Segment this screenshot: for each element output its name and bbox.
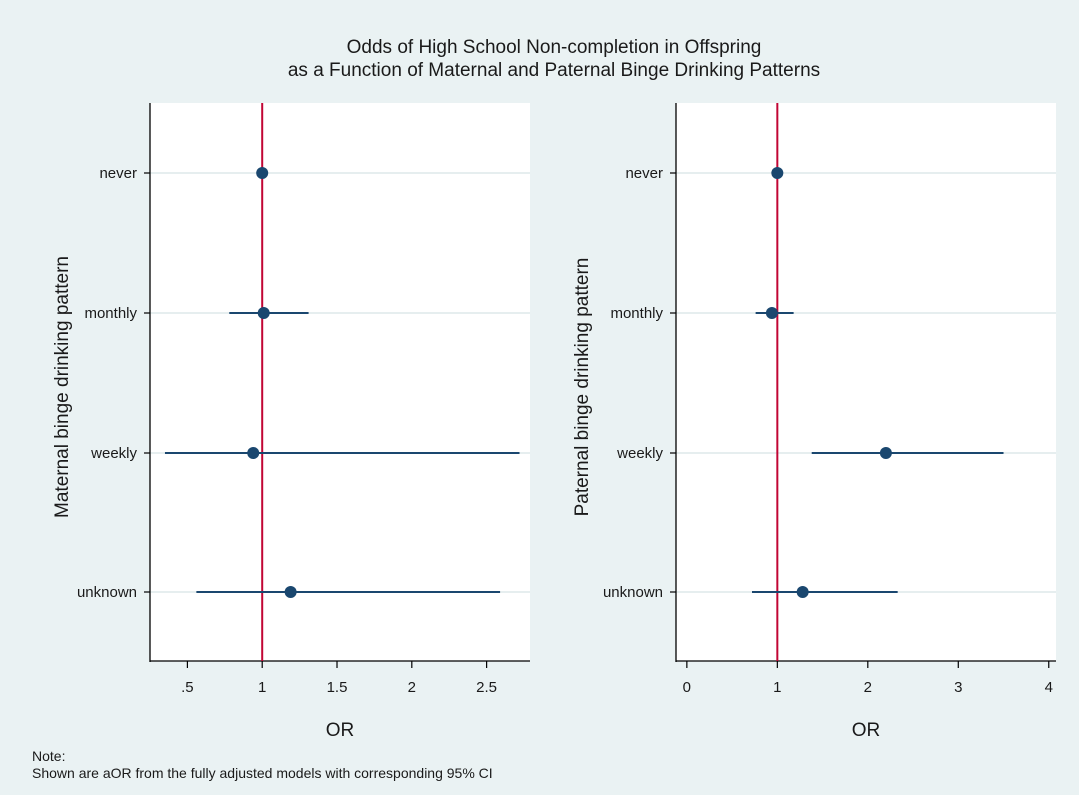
x-tick-label: 4 bbox=[1045, 679, 1053, 696]
x-tick-label: 0 bbox=[683, 679, 691, 696]
data-point-unknown bbox=[284, 586, 297, 598]
data-point-unknown bbox=[796, 586, 809, 598]
x-tick-label: 2 bbox=[408, 679, 416, 696]
y-tick-label: unknown bbox=[603, 584, 663, 601]
x-axis-title: OR bbox=[326, 720, 355, 741]
x-tick-label: 3 bbox=[954, 679, 962, 696]
y-axis-title: Maternal binge drinking pattern bbox=[52, 256, 73, 518]
chart-panel-paternal: never monthly weekly unknown 0 1 2 3 4 OR Paternal… bbox=[572, 103, 1056, 741]
plot-area bbox=[150, 103, 530, 661]
x-tick-label: 2 bbox=[864, 679, 872, 696]
chart-panels: never monthly weekly unknown .5 1 1.5 2 2.5 OR Mat… bbox=[52, 103, 1056, 741]
y-tick-label: monthly bbox=[610, 305, 663, 322]
y-tick-label: monthly bbox=[84, 305, 137, 322]
chart-panel-maternal: never monthly weekly unknown .5 1 1.5 2 2.5 OR Mat… bbox=[52, 103, 530, 741]
data-point-monthly bbox=[765, 307, 778, 319]
y-tick-label: never bbox=[99, 165, 137, 182]
data-point-never bbox=[771, 167, 784, 179]
data-point-monthly bbox=[257, 307, 270, 319]
y-tick-label: never bbox=[625, 165, 663, 182]
data-point-weekly bbox=[879, 447, 892, 459]
y-axis-title: Paternal binge drinking pattern bbox=[572, 258, 593, 517]
x-tick-label: 1 bbox=[773, 679, 781, 696]
note-label: Note: bbox=[32, 748, 65, 764]
x-tick-label: 2.5 bbox=[476, 679, 497, 696]
plot-area bbox=[676, 103, 1056, 661]
data-point-weekly bbox=[247, 447, 260, 459]
x-tick-label: 1.5 bbox=[327, 679, 348, 696]
y-tick-label: unknown bbox=[77, 584, 137, 601]
x-tick-label: .5 bbox=[181, 679, 194, 696]
y-tick-label: weekly bbox=[90, 445, 137, 462]
y-tick-label: weekly bbox=[616, 445, 663, 462]
x-tick-label: 1 bbox=[258, 679, 266, 696]
chart-title-line-1: Odds of High School Non-completion in Of… bbox=[347, 37, 762, 58]
chart-title-line-2: as a Function of Maternal and Paternal B… bbox=[288, 60, 820, 81]
note-text: Shown are aOR from the fully adjusted mo… bbox=[32, 765, 493, 781]
data-point-never bbox=[256, 167, 269, 179]
x-axis-title: OR bbox=[852, 720, 881, 741]
